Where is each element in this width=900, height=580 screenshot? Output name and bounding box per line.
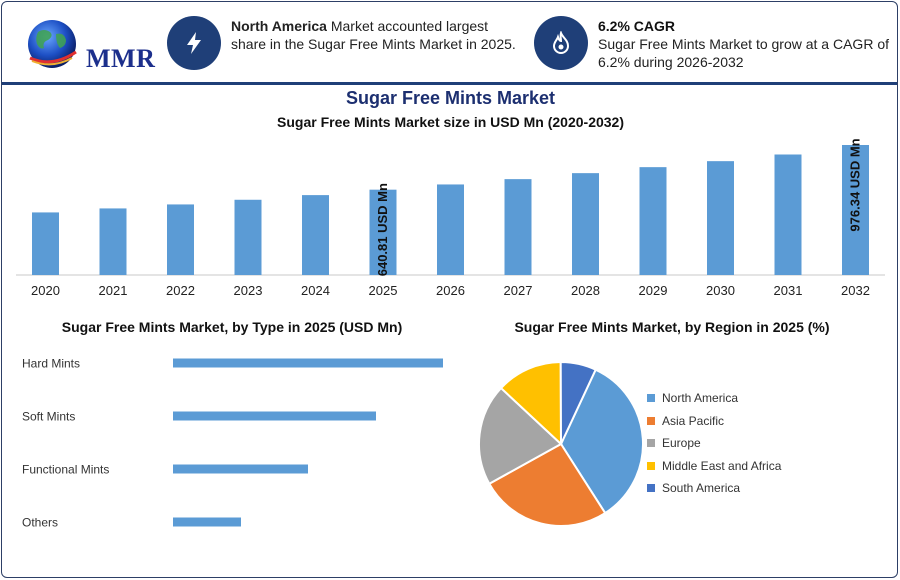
- type-label: Others: [22, 516, 58, 530]
- bar-2032: [842, 145, 869, 275]
- x-tick-label: 2027: [504, 283, 533, 298]
- type-bar-0: [173, 358, 443, 368]
- region-chart-title: Sugar Free Mints Market, by Region in 20…: [514, 319, 830, 335]
- legend-label: North America: [662, 391, 739, 406]
- bar-2023: [234, 199, 262, 275]
- x-tick-label: 2023: [234, 283, 263, 298]
- legend-item: South America: [647, 477, 781, 500]
- legend-swatch: [647, 439, 655, 448]
- logo-text: MMR: [86, 44, 156, 73]
- type-bar-2: [173, 464, 308, 474]
- data-label-2025: 640.81 USD Mn: [375, 183, 390, 276]
- globe-icon: [28, 20, 77, 68]
- info-card-body: Market accounted largest share in the Su…: [231, 18, 516, 52]
- info-card-north-america: North America Market accounted largest s…: [167, 14, 527, 72]
- bar-2026: [437, 184, 464, 275]
- logo: MMR: [18, 14, 155, 76]
- pie-slice-2: [478, 386, 563, 486]
- main-title: Sugar Free Mints Market: [345, 88, 556, 108]
- pie-slice-0: [559, 368, 644, 515]
- type-bar-1: [173, 411, 376, 421]
- bar-2029: [639, 167, 667, 275]
- bar-2020: [32, 212, 59, 275]
- legend-swatch: [647, 461, 655, 470]
- market-size-chart-title: Sugar Free Mints Market size in USD Mn (…: [277, 114, 624, 130]
- flame-icon: [534, 16, 588, 70]
- x-tick-label: 2031: [774, 283, 803, 298]
- info-card-highlight: North America: [231, 18, 327, 34]
- type-label: Functional Mints: [22, 463, 109, 477]
- bar-2022: [167, 204, 194, 275]
- x-tick-label: 2021: [99, 283, 128, 298]
- legend-label: South America: [662, 481, 741, 496]
- x-tick-label: 2028: [571, 283, 600, 298]
- x-tick-label: 2030: [706, 283, 735, 298]
- legend-swatch: [647, 394, 655, 403]
- legend-item: Europe: [647, 432, 781, 455]
- legend-item: Asia Pacific: [647, 410, 781, 433]
- pie-slice-3: [499, 360, 563, 447]
- info-card-text: 6.2% CAGR Sugar Free Mints Market to gro…: [598, 17, 890, 71]
- bar-2031: [774, 154, 802, 275]
- type-chart-title: Sugar Free Mints Market, by Type in 2025…: [61, 319, 403, 335]
- legend-item: Middle East and Africa: [647, 455, 781, 478]
- legend-item: North America: [647, 387, 781, 410]
- info-card-cagr: 6.2% CAGR Sugar Free Mints Market to gro…: [534, 14, 894, 72]
- x-tick-label: 2032: [841, 283, 870, 298]
- legend-label: Middle East and Africa: [662, 458, 782, 473]
- bar-2027: [504, 179, 532, 275]
- x-tick-label: 2026: [436, 283, 465, 298]
- type-bar-chart: Hard Mints Soft Mints Functional Mints Othe…: [22, 357, 443, 530]
- data-label-2032: 976.34 USD Mn: [848, 138, 863, 231]
- type-label: Hard Mints: [22, 357, 80, 371]
- type-bar-3: [173, 517, 241, 527]
- region-legend: North America Asia Pacific Europe Middle Ea…: [647, 387, 781, 500]
- header: MMR North America Market accounted large…: [2, 2, 897, 82]
- bar-2024: [302, 195, 329, 275]
- legend-swatch: [647, 416, 655, 425]
- x-tick-label: 2024: [301, 283, 330, 298]
- legend-swatch: [647, 484, 655, 493]
- bar-2021: [99, 208, 127, 275]
- pie-slice-4: [559, 361, 597, 445]
- x-tick-label: 2022: [166, 283, 195, 298]
- type-label: Soft Mints: [22, 410, 75, 424]
- bar-2030: [707, 161, 734, 275]
- header-divider: [2, 82, 897, 85]
- legend-label: Asia Pacific: [662, 413, 725, 428]
- info-card-text: North America Market accounted largest s…: [231, 17, 521, 53]
- x-tick-label: 2020: [31, 283, 60, 298]
- pie-slice-1: [487, 442, 607, 527]
- bar-2028: [572, 173, 599, 275]
- legend-label: Europe: [662, 436, 701, 451]
- market-size-bar-chart: 2020 2021 2022 2023 2024 2025 640.81 USD Mn 202…: [16, 138, 885, 298]
- x-tick-label: 2029: [639, 283, 668, 298]
- lightning-icon: [167, 16, 221, 70]
- info-card-title: 6.2% CAGR: [598, 18, 676, 34]
- bar-2025: [369, 189, 397, 275]
- region-pie-chart: [478, 360, 644, 527]
- info-card-body: Sugar Free Mints Market to grow at a CAG…: [598, 36, 889, 70]
- x-tick-label: 2025: [369, 283, 398, 298]
